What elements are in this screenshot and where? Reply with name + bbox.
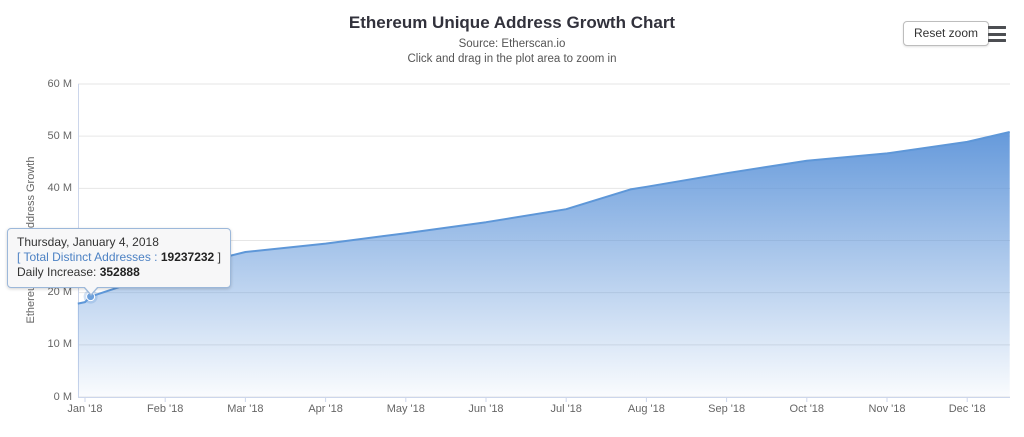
area-series: [77, 132, 1010, 397]
x-axis-label: Aug '18: [627, 403, 665, 415]
chart-subtitle-source: Source: Etherscan.io: [458, 38, 566, 50]
x-axis-label: Jan '18: [67, 403, 103, 415]
menu-bar: [988, 32, 1006, 36]
tooltip-series-row: [ Total Distinct Addresses : 19237232 ]: [17, 250, 221, 265]
y-axis-label: 10 M: [47, 338, 72, 351]
y-axis-label: 50 M: [47, 129, 72, 142]
tooltip-daily-increase-label: Daily Increase:: [17, 265, 100, 279]
chart-title: Ethereum Unique Address Growth Chart: [348, 13, 676, 32]
x-axis-label: Feb '18: [147, 403, 184, 415]
reset-zoom-button[interactable]: Reset zoom: [903, 21, 990, 46]
tooltip-bracket-close: ]: [214, 250, 221, 264]
tooltip: Thursday, January 4, 2018 [ Total Distin…: [7, 228, 231, 296]
x-axis-label: Sep '18: [708, 403, 746, 415]
x-axis-label: Apr '18: [308, 403, 343, 415]
x-axis-label: May '18: [386, 403, 425, 415]
tooltip-daily-increase-value: 352888: [99, 265, 140, 279]
tooltip-date: Thursday, January 4, 2018: [17, 235, 159, 249]
menu-bar: [988, 39, 1006, 42]
y-axis-label: 20 M: [47, 286, 72, 299]
y-axis-label: 40 M: [47, 181, 72, 194]
x-axis-ticks: [84, 397, 968, 402]
x-axis-label: Oct '18: [789, 403, 825, 415]
x-axis-label: Jul '18: [550, 403, 582, 415]
x-axis-label: Jun '18: [468, 403, 504, 415]
y-axis-label: 0 M: [53, 390, 72, 403]
tooltip-value: 19237232: [160, 250, 215, 264]
x-axis-label: Dec '18: [948, 403, 986, 415]
x-axis-label: Mar '18: [227, 403, 264, 415]
y-axis-label: 60 M: [47, 77, 72, 90]
hamburger-menu-icon[interactable]: [988, 26, 1010, 42]
menu-bar: [988, 26, 1006, 29]
chart-subtitle-hint: Click and drag in the plot area to zoom …: [407, 53, 617, 65]
tooltip-daily-row: Daily Increase: 352888: [17, 265, 221, 280]
x-axis-label: Nov '18: [868, 403, 906, 415]
tooltip-series-label: [ Total Distinct Addresses :: [17, 250, 161, 264]
